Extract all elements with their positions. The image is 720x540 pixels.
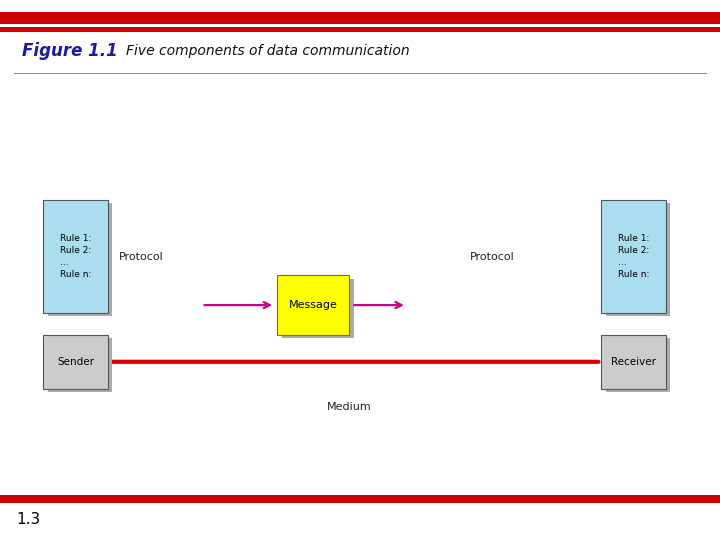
Text: Rule 1:
Rule 2:
...
Rule n:: Rule 1: Rule 2: ... Rule n: xyxy=(618,234,649,279)
FancyBboxPatch shape xyxy=(43,200,108,313)
Text: Figure 1.1: Figure 1.1 xyxy=(22,42,117,60)
Text: Protocol: Protocol xyxy=(470,252,515,261)
Text: 1.3: 1.3 xyxy=(16,512,40,527)
Bar xyxy=(0,12,720,24)
FancyBboxPatch shape xyxy=(48,338,112,392)
Text: Sender: Sender xyxy=(57,357,94,367)
FancyBboxPatch shape xyxy=(43,335,108,389)
Bar xyxy=(0,495,720,503)
Text: Message: Message xyxy=(289,300,338,310)
FancyBboxPatch shape xyxy=(48,203,112,316)
FancyBboxPatch shape xyxy=(606,203,670,316)
Text: Receiver: Receiver xyxy=(611,357,656,367)
Text: Five components of data communication: Five components of data communication xyxy=(126,44,410,58)
FancyBboxPatch shape xyxy=(282,279,354,338)
Bar xyxy=(0,27,720,32)
FancyBboxPatch shape xyxy=(601,335,666,389)
Text: Medium: Medium xyxy=(327,402,372,413)
Text: Rule 1:
Rule 2:
...
Rule n:: Rule 1: Rule 2: ... Rule n: xyxy=(60,234,91,279)
FancyBboxPatch shape xyxy=(606,338,670,392)
FancyBboxPatch shape xyxy=(601,200,666,313)
Text: Protocol: Protocol xyxy=(119,252,163,261)
FancyBboxPatch shape xyxy=(277,275,349,335)
